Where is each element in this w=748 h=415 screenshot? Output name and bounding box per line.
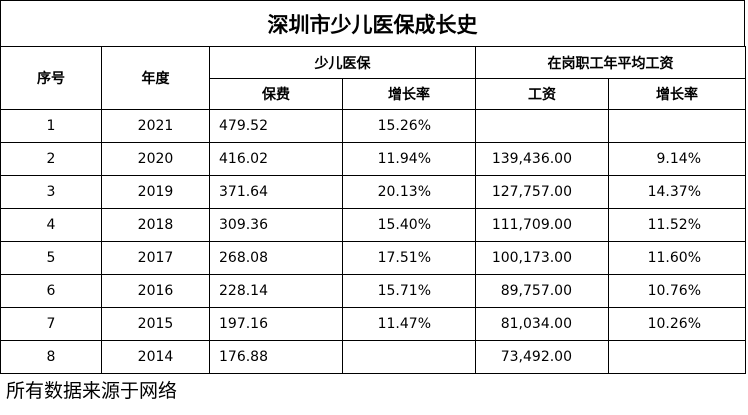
cell-premium-growth[interactable]: 17.51% [342, 241, 476, 275]
cell-premium-growth[interactable]: 15.40% [342, 208, 476, 242]
cell-seq[interactable]: 8 [0, 340, 102, 374]
table-row: 3 2019 371.64 20.13% 127,757.00 14.37% [0, 175, 746, 209]
cell-salary[interactable]: 100,173.00 [475, 241, 609, 275]
table-row: 1 2021 479.52 15.26% [0, 109, 746, 143]
table-row: 2 2020 416.02 11.94% 139,436.00 9.14% [0, 142, 746, 176]
cell-salary-growth[interactable]: 10.26% [608, 307, 746, 341]
cell-year[interactable]: 2021 [101, 109, 210, 143]
cell-seq[interactable]: 2 [0, 142, 102, 176]
cell-salary-growth[interactable] [608, 109, 746, 143]
cell-premium[interactable]: 176.88 [209, 340, 343, 374]
cell-year[interactable]: 2018 [101, 208, 210, 242]
cell-premium[interactable]: 479.52 [209, 109, 343, 143]
cell-seq[interactable]: 6 [0, 274, 102, 308]
cell-salary-growth[interactable] [608, 340, 746, 374]
cell-premium[interactable]: 416.02 [209, 142, 343, 176]
cell-year[interactable]: 2015 [101, 307, 210, 341]
cell-seq[interactable]: 5 [0, 241, 102, 275]
cell-salary[interactable]: 89,757.00 [475, 274, 609, 308]
cell-salary-growth[interactable]: 10.76% [608, 274, 746, 308]
table-row: 8 2014 176.88 73,492.00 [0, 340, 746, 374]
cell-salary-growth[interactable]: 11.52% [608, 208, 746, 242]
cell-premium-growth[interactable]: 11.94% [342, 142, 476, 176]
table-title: 深圳市少儿医保成长史 [0, 0, 745, 46]
cell-salary[interactable] [475, 109, 609, 143]
header-seq[interactable]: 序号 [0, 46, 102, 110]
cell-seq[interactable]: 1 [0, 109, 102, 143]
cell-salary[interactable]: 73,492.00 [475, 340, 609, 374]
cell-salary[interactable]: 111,709.00 [475, 208, 609, 242]
table-row: 5 2017 268.08 17.51% 100,173.00 11.60% [0, 241, 746, 275]
cell-year[interactable]: 2019 [101, 175, 210, 209]
cell-salary[interactable]: 81,034.00 [475, 307, 609, 341]
cell-premium[interactable]: 197.16 [209, 307, 343, 341]
cell-salary[interactable]: 139,436.00 [475, 142, 609, 176]
table-row: 4 2018 309.36 15.40% 111,709.00 11.52% [0, 208, 746, 242]
source-footnote: 所有数据来源于网络 [6, 380, 178, 402]
cell-premium[interactable]: 268.08 [209, 241, 343, 275]
table-row: 6 2016 228.14 15.71% 89,757.00 10.76% [0, 274, 746, 308]
cell-year[interactable]: 2020 [101, 142, 210, 176]
cell-year[interactable]: 2017 [101, 241, 210, 275]
data-table: 序号 年度 少儿医保 在岗职工年平均工资 保费 增长率 工资 增长率 1 202… [0, 46, 746, 374]
cell-premium-growth[interactable]: 11.47% [342, 307, 476, 341]
cell-seq[interactable]: 4 [0, 208, 102, 242]
header-salary-growth[interactable]: 增长率 [608, 78, 746, 110]
cell-salary[interactable]: 127,757.00 [475, 175, 609, 209]
header-group-child-insurance[interactable]: 少儿医保 [209, 46, 476, 79]
cell-salary-growth[interactable]: 9.14% [608, 142, 746, 176]
cell-premium-growth[interactable]: 15.71% [342, 274, 476, 308]
cell-year[interactable]: 2014 [101, 340, 210, 374]
cell-salary-growth[interactable]: 14.37% [608, 175, 746, 209]
header-premium-growth[interactable]: 增长率 [342, 78, 476, 110]
table-row: 7 2015 197.16 11.47% 81,034.00 10.26% [0, 307, 746, 341]
header-year[interactable]: 年度 [101, 46, 210, 110]
cell-premium-growth[interactable] [342, 340, 476, 374]
header-premium[interactable]: 保费 [209, 78, 343, 110]
cell-premium-growth[interactable]: 15.26% [342, 109, 476, 143]
cell-seq[interactable]: 3 [0, 175, 102, 209]
cell-premium-growth[interactable]: 20.13% [342, 175, 476, 209]
cell-premium[interactable]: 371.64 [209, 175, 343, 209]
header-salary[interactable]: 工资 [475, 78, 609, 110]
cell-year[interactable]: 2016 [101, 274, 210, 308]
cell-seq[interactable]: 7 [0, 307, 102, 341]
header-group-average-salary[interactable]: 在岗职工年平均工资 [475, 46, 746, 79]
cell-salary-growth[interactable]: 11.60% [608, 241, 746, 275]
cell-premium[interactable]: 228.14 [209, 274, 343, 308]
cell-premium[interactable]: 309.36 [209, 208, 343, 242]
